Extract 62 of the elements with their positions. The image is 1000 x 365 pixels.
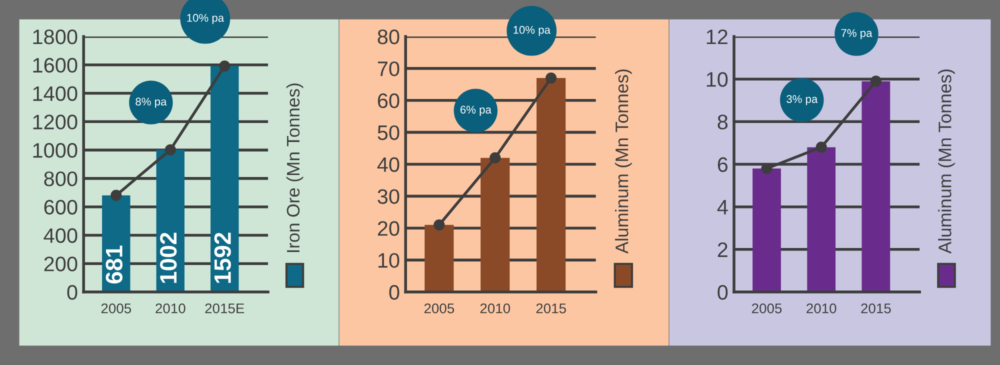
x-tick-label: 2005 (424, 303, 454, 314)
y-tick-label: 8 (718, 114, 728, 130)
x-tick-label: 2015E (205, 303, 244, 314)
bar (752, 168, 781, 292)
text: 10% pa (187, 14, 224, 24)
data-label: 681 (106, 246, 122, 284)
x-tick-label: 2010 (480, 303, 510, 314)
y-tick-label: 1600 (33, 58, 78, 73)
text: Aluminum (Mn Tonnes) (938, 69, 955, 254)
text: 10% pa (514, 26, 550, 36)
y-tick-label: 800 (44, 171, 78, 186)
x-tick-label: 2005 (101, 303, 132, 314)
data-label: 1592 (214, 232, 231, 283)
point (490, 152, 501, 164)
y-tick-label: 80 (378, 30, 400, 44)
y-tick-label: 10 (706, 72, 728, 87)
x-tick-label: 2010 (806, 303, 836, 314)
y-tick-label: 0 (389, 285, 400, 300)
annotation: 3% pa (786, 95, 818, 106)
point (870, 76, 882, 87)
x-tick-label: 2015 (536, 303, 566, 314)
point (164, 144, 176, 156)
point (546, 72, 557, 84)
y-tick-label: 400 (44, 228, 78, 243)
y-tick-label: 12 (706, 30, 728, 44)
y-tick-label: 4 (717, 200, 728, 214)
y-tick-label: 1400 (33, 86, 78, 102)
x-tick-label: 2010 (156, 303, 186, 314)
y-tick-label: 6 (718, 157, 728, 172)
point (219, 60, 230, 72)
y-tick-label: 70 (378, 61, 400, 76)
y-tick-label: 30 (378, 189, 400, 204)
bar (210, 66, 239, 292)
y-tick-label: 0 (718, 285, 728, 300)
point (434, 219, 445, 230)
bar (424, 224, 454, 292)
annotation: 6% pa (460, 106, 492, 116)
y-tick-label: 40 (377, 157, 400, 172)
text: Iron Ore (Mn Tonnes) (286, 84, 304, 252)
y-tick-label: 1800 (33, 30, 78, 44)
bar (807, 147, 836, 292)
point (816, 142, 827, 153)
y-tick-label: 50 (378, 125, 400, 140)
y-tick-label: 10 (378, 253, 400, 268)
y-tick-label: 0 (67, 285, 78, 300)
y-tick-label: 2 (718, 242, 728, 257)
annotation: 8% pa (136, 98, 167, 108)
y-tick-label: 60 (378, 93, 400, 108)
data-label: 1002 (160, 232, 177, 283)
y-tick-label: 1000 (33, 143, 78, 158)
y-tick-label: 600 (44, 200, 78, 215)
y-tick-label: 200 (44, 256, 78, 272)
x-tick-label: 2005 (752, 303, 782, 314)
bar (480, 158, 510, 292)
bar (862, 81, 890, 292)
point (110, 190, 122, 201)
y-tick-label: 20 (378, 221, 400, 236)
text: Aluminum (Mn Tonnes) (615, 69, 632, 254)
y-tick-label: 1200 (33, 114, 78, 130)
bar (536, 78, 566, 292)
annotation: 7% pa (841, 29, 872, 40)
x-tick-label: 2015 (861, 303, 891, 314)
